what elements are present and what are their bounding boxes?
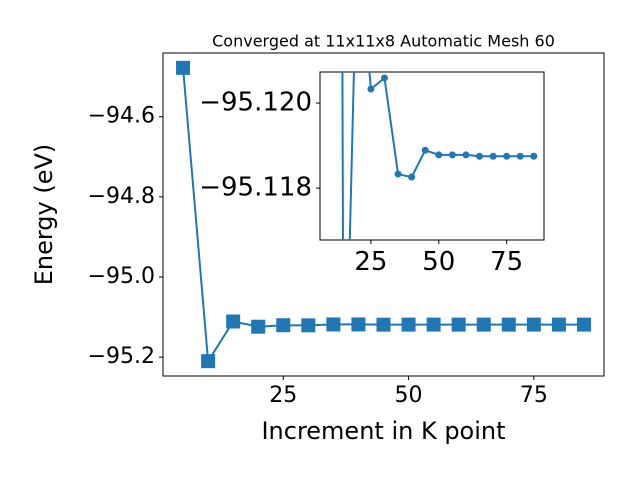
x-tick-label: 50 bbox=[395, 383, 423, 408]
marker bbox=[451, 317, 466, 332]
marker bbox=[462, 151, 470, 159]
x-tick-label: 25 bbox=[269, 383, 297, 408]
marker bbox=[176, 60, 191, 75]
marker bbox=[226, 314, 241, 329]
marker bbox=[551, 317, 566, 332]
marker bbox=[435, 151, 443, 159]
marker bbox=[530, 152, 538, 160]
marker bbox=[421, 146, 429, 154]
marker bbox=[476, 152, 484, 160]
y-tick-label: −95.118 bbox=[199, 173, 312, 203]
marker bbox=[201, 354, 216, 369]
marker bbox=[394, 170, 402, 178]
marker bbox=[401, 317, 416, 332]
y-tick-label: −95.0 bbox=[88, 264, 155, 289]
marker bbox=[326, 317, 341, 332]
marker bbox=[251, 319, 266, 334]
y-tick-label: −95.2 bbox=[88, 344, 155, 369]
marker bbox=[503, 152, 511, 160]
marker bbox=[489, 152, 497, 160]
marker bbox=[426, 317, 441, 332]
y-tick-label: −95.120 bbox=[199, 88, 312, 118]
x-tick-label: 75 bbox=[520, 383, 548, 408]
series-line bbox=[341, 72, 534, 240]
x-axis-label: Increment in K point bbox=[261, 417, 505, 445]
plot-layer bbox=[341, 72, 538, 240]
marker bbox=[526, 317, 541, 332]
marker bbox=[380, 74, 388, 82]
marker bbox=[367, 85, 375, 93]
marker bbox=[501, 317, 516, 332]
x-tick-label: 25 bbox=[354, 247, 387, 277]
chart-title: Converged at 11x11x8 Automatic Mesh 60 bbox=[212, 32, 555, 51]
plot-layer bbox=[176, 60, 591, 369]
marker bbox=[301, 318, 316, 333]
marker bbox=[516, 152, 524, 160]
x-tick-label: 75 bbox=[490, 247, 523, 277]
marker bbox=[448, 151, 456, 159]
y-tick-label: −94.8 bbox=[88, 184, 155, 209]
y-axis-label: Energy (eV) bbox=[30, 144, 58, 286]
marker bbox=[476, 317, 491, 332]
y-tick-label: −94.6 bbox=[88, 104, 155, 129]
x-tick-label: 50 bbox=[422, 247, 455, 277]
marker bbox=[276, 318, 291, 333]
marker bbox=[408, 173, 416, 181]
marker bbox=[351, 317, 366, 332]
marker bbox=[576, 317, 591, 332]
marker bbox=[376, 317, 391, 332]
